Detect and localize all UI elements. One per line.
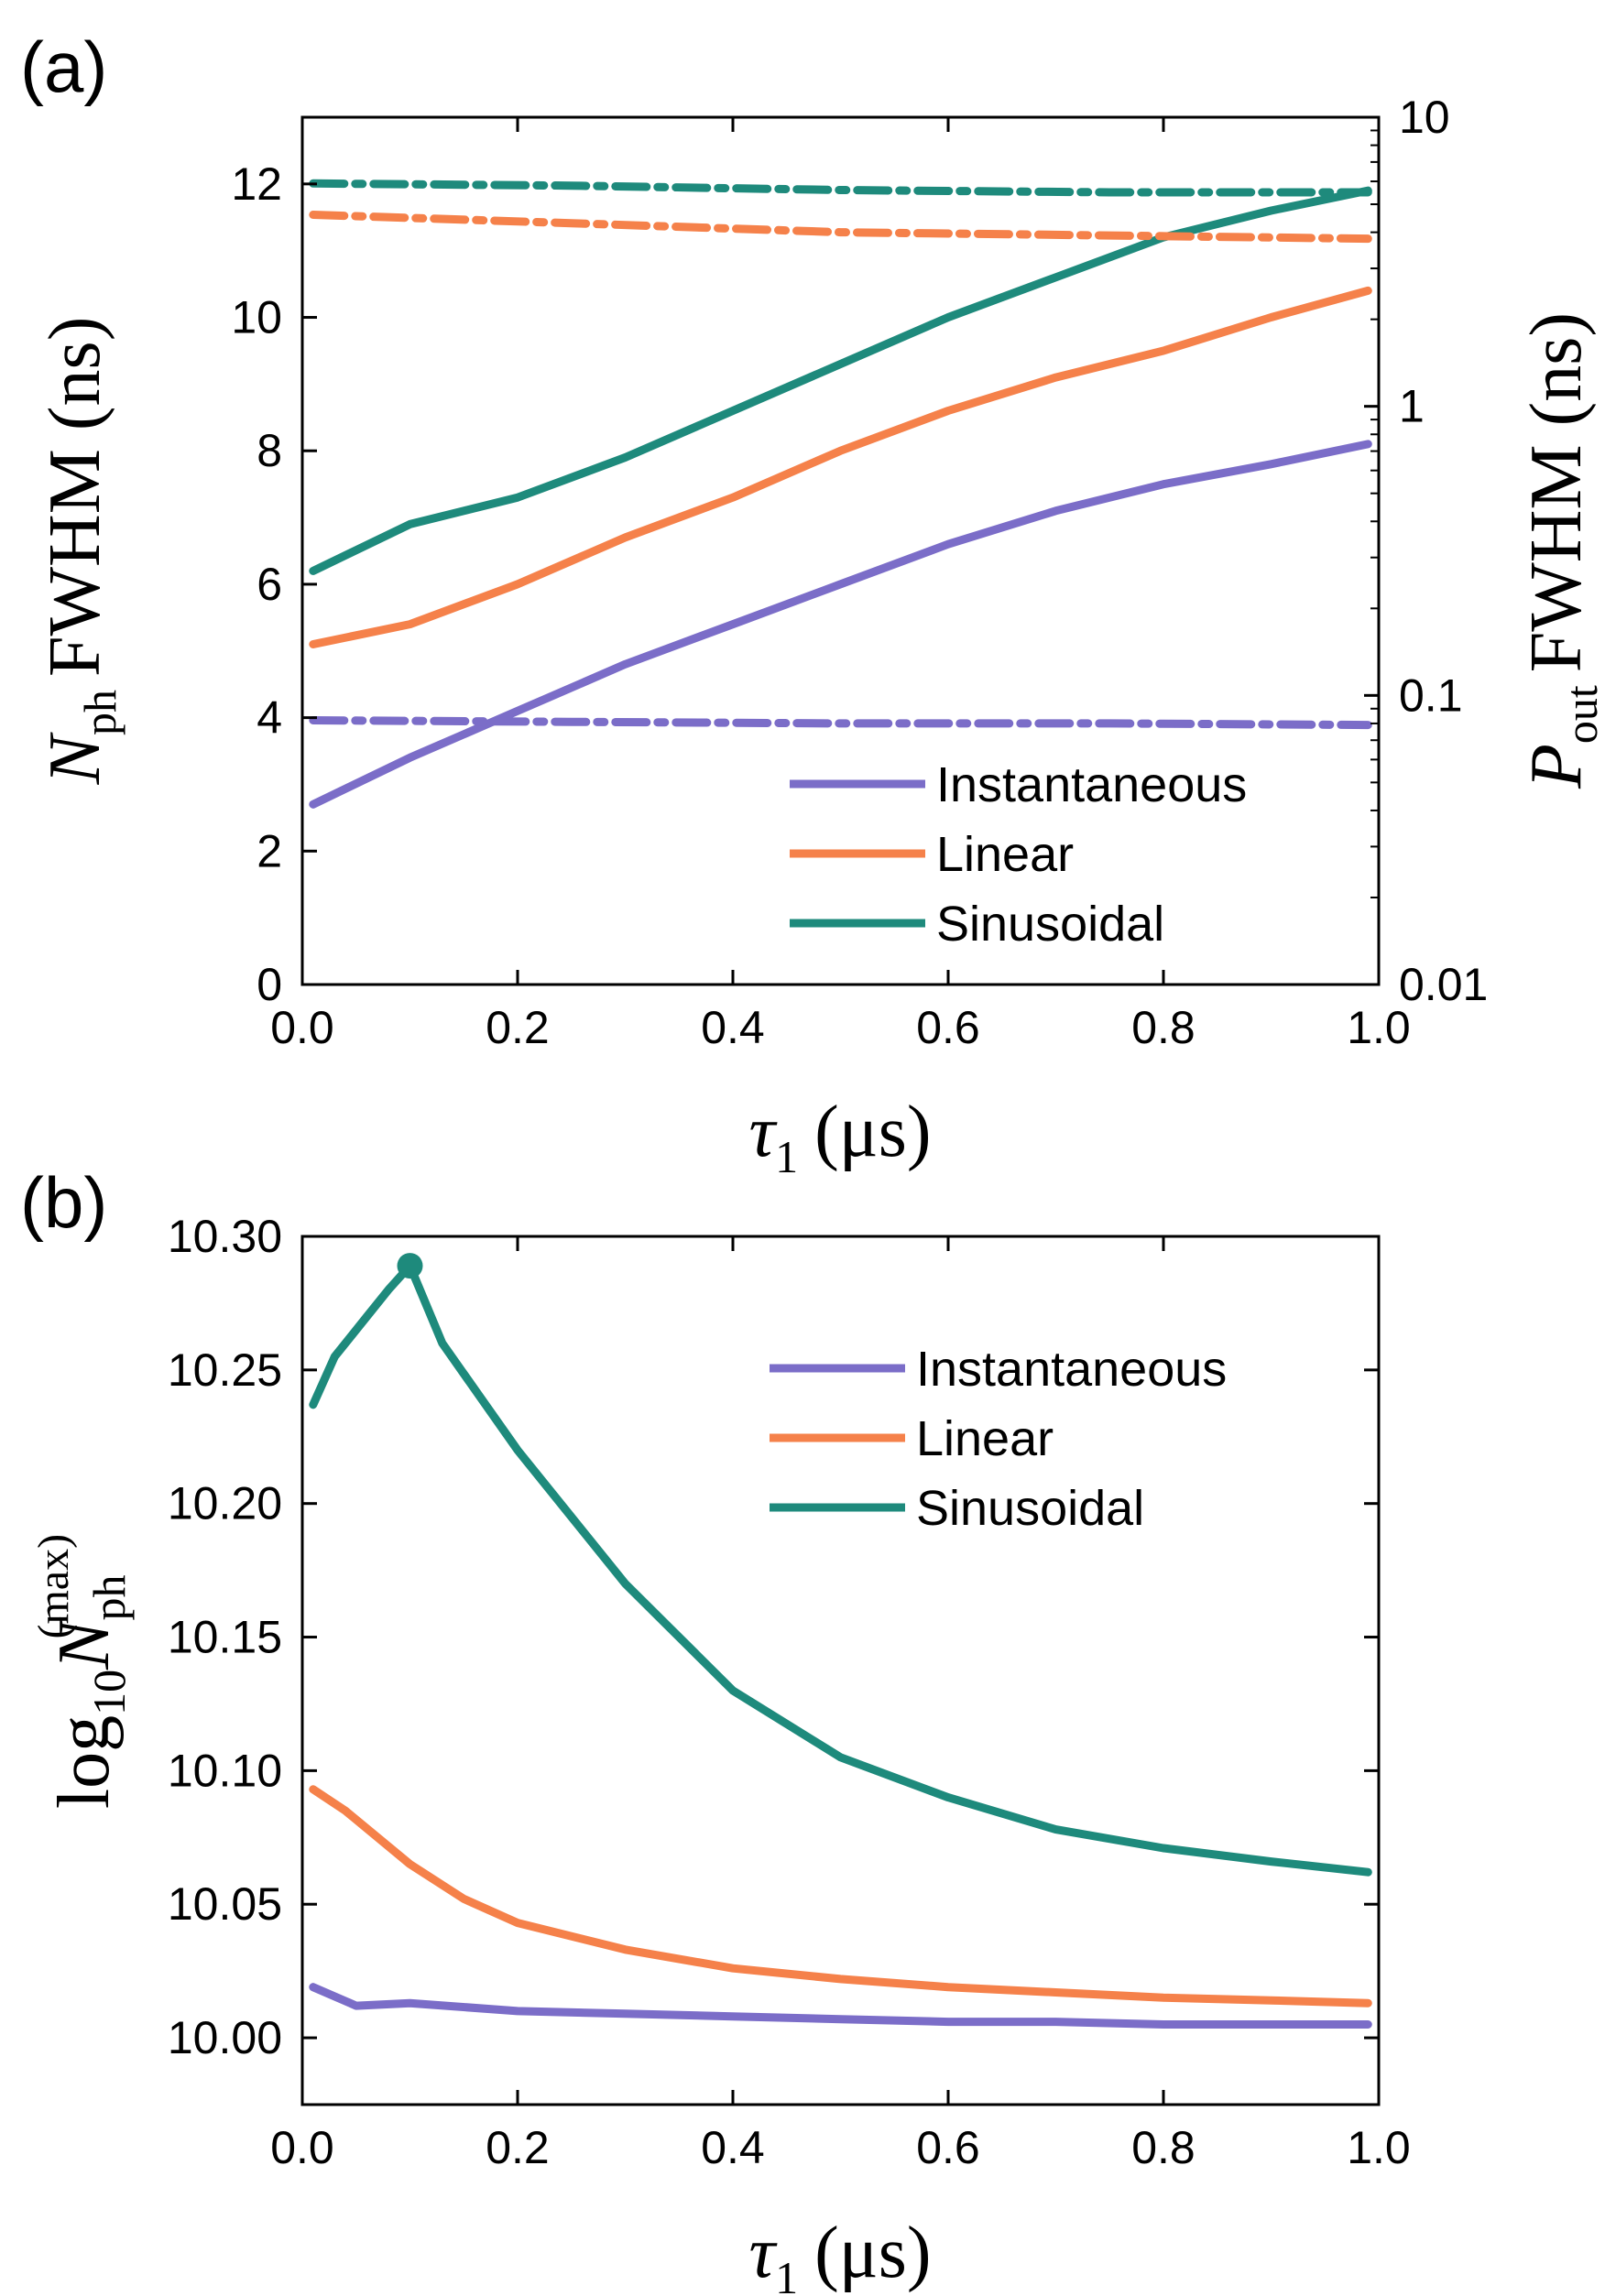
y-right-tick-label: 0.01 [1399, 959, 1488, 1010]
series-sinusoidal-p-out [309, 179, 1372, 197]
y-tick-label: 10.05 [168, 1878, 282, 1930]
panel-a-frame [300, 115, 1381, 986]
legend-label-instantaneous: Instantaneous [916, 1342, 1227, 1397]
y-left-tick-label: 12 [231, 158, 282, 210]
panel-a: (a) 0.0 0.2 0.4 0.6 0.8 1.0 0 2 4 6 8 10 12 0.01 0.1 1 1… [20, 27, 1605, 1182]
x-tick-label: 0.2 [486, 2122, 550, 2173]
x-tick-label: 0.8 [1131, 2122, 1196, 2173]
max-marker [397, 1253, 423, 1279]
y-left-tick-label: 2 [257, 825, 282, 876]
y-tick-label: 10.10 [168, 1745, 282, 1796]
x-tick-label: 0.6 [916, 2122, 980, 2173]
x-tick-label: 0.0 [270, 2122, 334, 2173]
x-tick-label: 0.4 [701, 2122, 765, 2173]
y-left-tick-label: 0 [257, 959, 282, 1010]
legend-label-sinusoidal: Sinusoidal [916, 1481, 1144, 1536]
y-left-tick-label: 8 [257, 425, 282, 476]
y-tick-label: 10.20 [168, 1478, 282, 1529]
x-tick-label: 0.0 [270, 1002, 334, 1053]
series-linear-p-out [309, 211, 1372, 244]
y-right-tick-label: 10 [1399, 92, 1450, 143]
series-instantaneous [309, 1983, 1372, 2029]
panel-a-ticks: 0.0 0.2 0.4 0.6 0.8 1.0 0 2 4 6 8 10 12 0.01 0.1 1 10 [231, 92, 1488, 1053]
x-tick-label: 0.6 [916, 1002, 980, 1053]
x-tick-label: 1.0 [1347, 1002, 1411, 1053]
y-left-tick-label: 4 [257, 692, 282, 744]
panel-a-label: (a) [20, 27, 107, 107]
x-tick-label: 0.8 [1131, 1002, 1196, 1053]
y-right-tick-label: 0.1 [1399, 669, 1463, 721]
y-tick-label: 10.25 [168, 1344, 282, 1396]
panel-a-right-ylabel: PoutFWHM (ns) [1516, 312, 1605, 789]
panel-b-ticks: 0.0 0.2 0.4 0.6 0.8 1.0 10.00 10.05 10.10 10.15 10… [168, 1211, 1411, 2173]
panel-a-legend: Instantaneous Linear Sinusoidal [790, 757, 1247, 952]
y-tick-label: 10.15 [168, 1612, 282, 1663]
x-tick-label: 1.0 [1347, 2122, 1411, 2173]
panel-b-xlabel: τ1 (μs) [749, 2213, 932, 2296]
y-tick-label: 10.30 [168, 1211, 282, 1262]
legend-label-instantaneous: Instantaneous [936, 757, 1247, 812]
panel-a-plot-area [309, 179, 1372, 809]
series-sinusoidal [309, 1261, 1372, 1877]
panel-b: (b) 0.0 0.2 0.4 0.6 0.8 1.0 10.00 10.05 10.10 10.… [20, 1162, 1411, 2296]
panel-b-frame [300, 1235, 1381, 2106]
y-left-tick-label: 10 [231, 292, 282, 343]
y-right-tick-label: 1 [1399, 381, 1425, 432]
panel-b-legend: Instantaneous Linear Sinusoidal [770, 1342, 1227, 1536]
panel-a-left-ylabel: NphFWHM (ns) [35, 317, 126, 786]
series-sinusoidal [309, 186, 1372, 575]
series-linear [309, 1785, 1372, 2008]
legend-label-linear: Linear [916, 1411, 1054, 1466]
legend-label-sinusoidal: Sinusoidal [936, 897, 1164, 952]
panel-a-xlabel: τ1 (μs) [749, 1092, 932, 1182]
legend-label-linear: Linear [936, 827, 1074, 882]
series-linear [309, 286, 1372, 648]
panel-b-ylabel: log10Nph(max) [29, 1534, 135, 1809]
series-instantaneous-p-out [309, 716, 1372, 730]
panel-b-label: (b) [20, 1162, 107, 1243]
series-instantaneous [309, 440, 1372, 809]
y-left-tick-label: 6 [257, 559, 282, 610]
x-tick-label: 0.2 [486, 1002, 550, 1053]
panel-b-plot-area [309, 1253, 1372, 2029]
x-tick-label: 0.4 [701, 1002, 765, 1053]
y-tick-label: 10.00 [168, 2012, 282, 2063]
